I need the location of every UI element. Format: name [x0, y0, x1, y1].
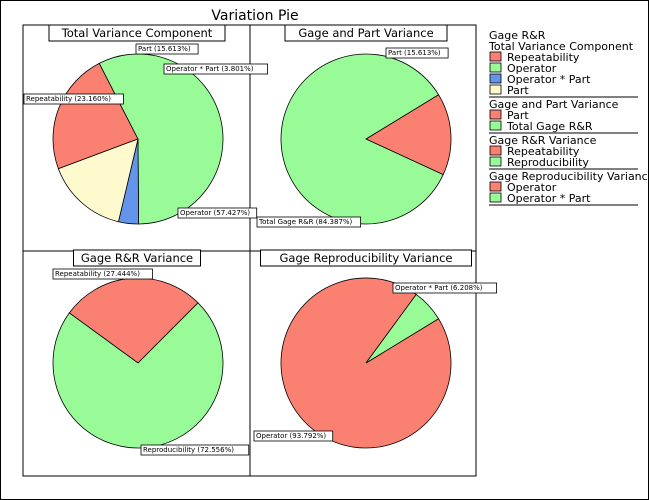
- legend-group-title: Gage Reproducibility Variance: [489, 170, 649, 183]
- panel-title: Gage R&R Variance: [81, 251, 193, 265]
- slice-label: Total Gage R&R (84.387%): [258, 218, 353, 226]
- legend-swatch: [489, 181, 502, 192]
- legend-title: Gage R&R: [489, 29, 546, 42]
- slice-label: Reproducibility (72.556%): [143, 446, 234, 454]
- legend-group-title: Total Variance Component: [488, 40, 634, 53]
- pie-slice: [52, 62, 139, 170]
- pie-panel-2: Part (15.613%) Total Gage R&R (84.387%) Ga…: [256, 24, 452, 228]
- legend-group-title: Gage and Part Variance: [489, 98, 619, 111]
- panel-title: Total Variance Component: [61, 26, 213, 40]
- slice-label-box: [392, 282, 497, 294]
- pie-slice: [365, 94, 452, 176]
- legend-swatch: [489, 145, 502, 156]
- slice-label: Repeatability (27.444%): [55, 270, 140, 278]
- legend-swatch: [489, 84, 502, 95]
- legend-item-label: Total Gage R&R: [506, 120, 593, 133]
- slice-label-box: [385, 47, 449, 59]
- legend-group-title: Gage R&R Variance: [489, 134, 597, 147]
- chart-title: Variation Pie: [211, 8, 299, 24]
- panel-title: Gage and Part Variance: [298, 26, 433, 40]
- pie-slice: [365, 293, 440, 364]
- pie-slice: [280, 277, 452, 449]
- legend-swatch: [489, 51, 502, 62]
- legend-item-label: Repeatability: [507, 145, 580, 158]
- panel-title: Gage Reproducibility Variance: [280, 251, 453, 265]
- slice-label-box: [140, 444, 250, 456]
- legend-item-label: Repeatability: [507, 51, 580, 64]
- pie-panel-1: Repeatability (23.160%) Operator (57.427%…: [23, 24, 268, 225]
- pie-panel-3: Repeatability (27.444%) Reproducibility (…: [52, 249, 250, 456]
- panel-title-box: [284, 24, 448, 42]
- slice-label: Part (15.613%): [138, 45, 191, 53]
- slice-label-box: [52, 268, 153, 280]
- slice-label-box: [253, 430, 334, 442]
- slice-label: Operator * Part (3.801%): [166, 65, 254, 73]
- slice-label: Repeatability (23.160%): [26, 95, 111, 103]
- slice-label-box: [163, 63, 268, 75]
- legend-item-label: Operator * Part: [507, 192, 591, 205]
- legend-swatch: [489, 73, 502, 84]
- pie-slice: [57, 138, 139, 223]
- slice-label-box: [135, 43, 199, 55]
- legend-item-label: Operator: [507, 181, 557, 194]
- legend-swatch: [489, 120, 502, 131]
- legend-swatch: [489, 192, 502, 203]
- slice-label: Operator (57.427%): [180, 209, 250, 217]
- panel-title-box: [73, 249, 201, 267]
- legend-item-label: Part: [507, 84, 529, 97]
- legend-item-label: Operator: [507, 62, 557, 75]
- slice-label: Part (15.613%): [388, 49, 441, 57]
- slice-label-box: [177, 207, 258, 219]
- slice-label: Operator (93.792%): [256, 432, 326, 440]
- panel-title-box: [260, 249, 472, 267]
- legend-swatch: [489, 62, 502, 73]
- slice-label-box: [256, 216, 361, 228]
- slice-label: Operator * Part (6.208%): [395, 284, 483, 292]
- panel-title-box: [48, 24, 226, 42]
- legend-swatch: [489, 109, 502, 120]
- pie-panel-4: Operator (93.792%) Operator * Part (6.208…: [253, 249, 497, 449]
- legend-item-label: Part: [507, 109, 529, 122]
- legend-swatch: [489, 156, 502, 167]
- legend-item-label: Operator * Part: [507, 73, 591, 86]
- legend-item-label: Reproducibility: [507, 156, 589, 169]
- slice-label-box: [23, 93, 124, 105]
